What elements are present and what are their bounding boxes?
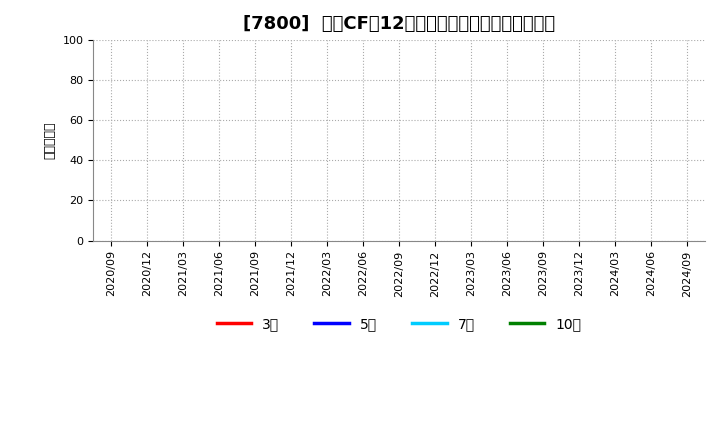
Title: [7800]  投資CFの12か月移動合計の標準偏差の推移: [7800] 投資CFの12か月移動合計の標準偏差の推移 xyxy=(243,15,555,33)
Legend: 3年, 5年, 7年, 10年: 3年, 5年, 7年, 10年 xyxy=(211,312,587,337)
Y-axis label: （百万円）: （百万円） xyxy=(44,121,57,159)
